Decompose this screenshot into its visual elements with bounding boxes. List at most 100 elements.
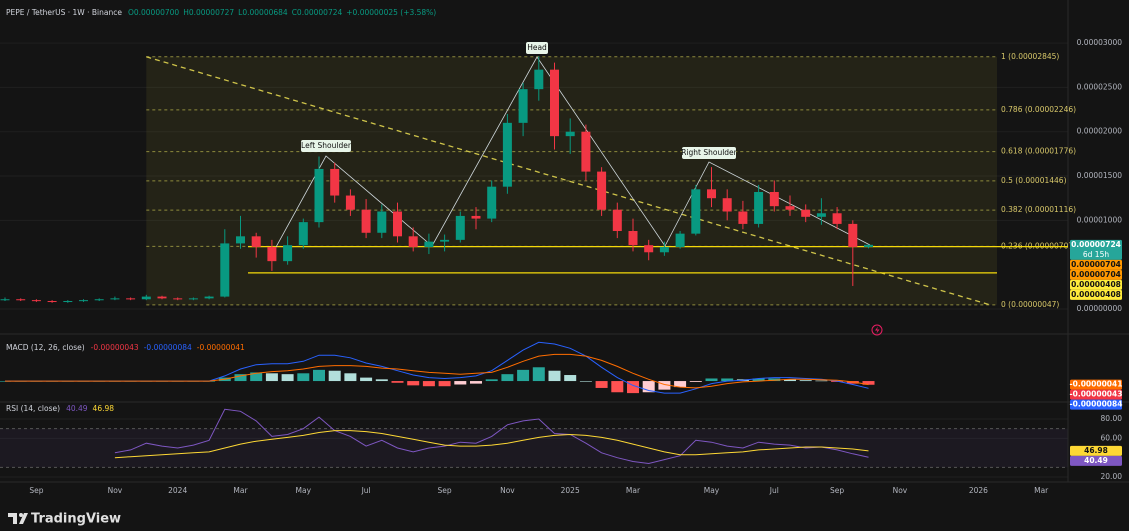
y-tick-label: 60.00 <box>1101 433 1123 442</box>
pattern-label-box <box>301 140 351 152</box>
pattern-label-box <box>682 147 736 159</box>
candle-body <box>675 233 685 247</box>
candle-body <box>63 301 73 303</box>
x-tick-label: Nov <box>108 486 123 495</box>
x-tick-label: Sep <box>830 486 844 495</box>
candle-body <box>565 131 575 137</box>
pattern-label: Head <box>527 43 547 52</box>
macd-title: MACD (12, 26, close) <box>6 343 85 352</box>
alert-icon[interactable] <box>871 324 883 336</box>
candle-body <box>220 243 230 297</box>
histogram-bar <box>391 381 404 383</box>
histogram-bar <box>313 369 325 382</box>
candle-body <box>612 209 622 231</box>
close: C0.00000724 <box>292 8 343 17</box>
pattern-outline <box>269 56 871 259</box>
candle-body <box>864 244 873 247</box>
histogram-bar <box>375 379 388 382</box>
price-badge <box>1070 455 1122 466</box>
candle-body <box>16 299 26 301</box>
candle-body <box>722 198 732 212</box>
x-tick-label: Mar <box>626 486 641 495</box>
candle-body <box>785 206 795 210</box>
candle-body <box>801 209 811 217</box>
histogram-bar <box>784 379 796 382</box>
y-tick-label: 80.00 <box>1101 414 1123 423</box>
y-tick-label: 0.00002500 <box>1077 82 1123 91</box>
chart-legend: PEPE / TetherUS · 1W · Binance O0.0000070… <box>6 8 436 17</box>
x-tick-label: 2024 <box>168 486 187 495</box>
fib-label: 0.618 (0.00001776) <box>1001 147 1076 156</box>
candle-body <box>471 215 481 219</box>
histogram-bar <box>438 381 451 387</box>
x-tick-label: May <box>704 486 720 495</box>
histogram-bar <box>564 375 577 382</box>
histogram-bar <box>297 373 310 382</box>
candle-body <box>738 211 748 224</box>
candle-body <box>94 299 104 301</box>
price-badge <box>1070 389 1122 400</box>
candle-body <box>659 246 669 253</box>
histogram-bar <box>674 381 687 388</box>
histogram-bar <box>422 381 435 387</box>
histogram-bar <box>407 381 420 386</box>
x-tick-label: Mar <box>233 486 248 495</box>
rsi-value: 46.98 <box>93 404 115 413</box>
price-badge-label: 0.00000704 <box>1071 270 1121 279</box>
fib-label: 0.382 (0.00001116) <box>1001 205 1076 214</box>
pattern-label: Left Shoulder <box>301 141 352 150</box>
candle-body <box>455 215 465 240</box>
histogram-bar <box>532 367 545 382</box>
macd-line <box>5 353 869 389</box>
candle-body <box>691 189 701 234</box>
histogram-bar <box>517 369 530 382</box>
candle-body <box>518 89 528 123</box>
candle-body <box>361 209 371 233</box>
x-tick-label: Nov <box>500 486 515 495</box>
symbol: PEPE / TetherUS · 1W · Binance <box>6 8 122 17</box>
x-tick-label: Mar <box>1034 486 1049 495</box>
rsi-line <box>114 430 869 459</box>
candle-body <box>173 298 183 300</box>
x-tick-label: Jul <box>361 486 371 495</box>
candle-body <box>79 300 88 302</box>
price-badge <box>1070 399 1122 410</box>
candle-body <box>188 298 198 300</box>
price-badge <box>1070 239 1122 260</box>
candle-body <box>487 186 497 219</box>
candle-body <box>236 236 245 244</box>
candle-body <box>769 191 779 207</box>
histogram-bar <box>689 381 702 382</box>
price-badge-label: -0.00000041 <box>1070 380 1123 389</box>
open: O0.00000700 <box>128 8 179 17</box>
candle-body <box>550 69 559 137</box>
histogram-bar <box>501 374 514 382</box>
macd-legend: MACD (12, 26, close) -0.00000043 -0.000000… <box>6 343 245 352</box>
candle-body <box>393 211 402 237</box>
candle-body <box>377 211 387 233</box>
price-badge <box>1070 379 1122 390</box>
macd-value: -0.00000043 <box>91 343 139 352</box>
candle-body <box>31 300 41 302</box>
candle-body <box>251 236 261 247</box>
logo-dot <box>19 513 23 517</box>
candle-body <box>832 213 842 224</box>
candle-body <box>502 122 512 187</box>
candle-body <box>267 246 277 262</box>
rsi-line <box>114 408 869 465</box>
fib-label: 1 (0.00002845) <box>1001 52 1059 61</box>
candle-body <box>848 223 858 247</box>
candle-body <box>644 245 654 253</box>
candle-body <box>707 189 716 199</box>
histogram-bar <box>470 381 482 384</box>
candle-body <box>330 168 340 196</box>
y-tick-label: 0.00002000 <box>1077 127 1123 136</box>
histogram-bar <box>548 370 561 382</box>
rsi-band <box>0 428 1068 468</box>
candle-body <box>534 69 544 90</box>
y-tick-label: 0.00000000 <box>1077 304 1123 313</box>
candle-body <box>408 236 418 247</box>
histogram-bar <box>234 374 247 382</box>
